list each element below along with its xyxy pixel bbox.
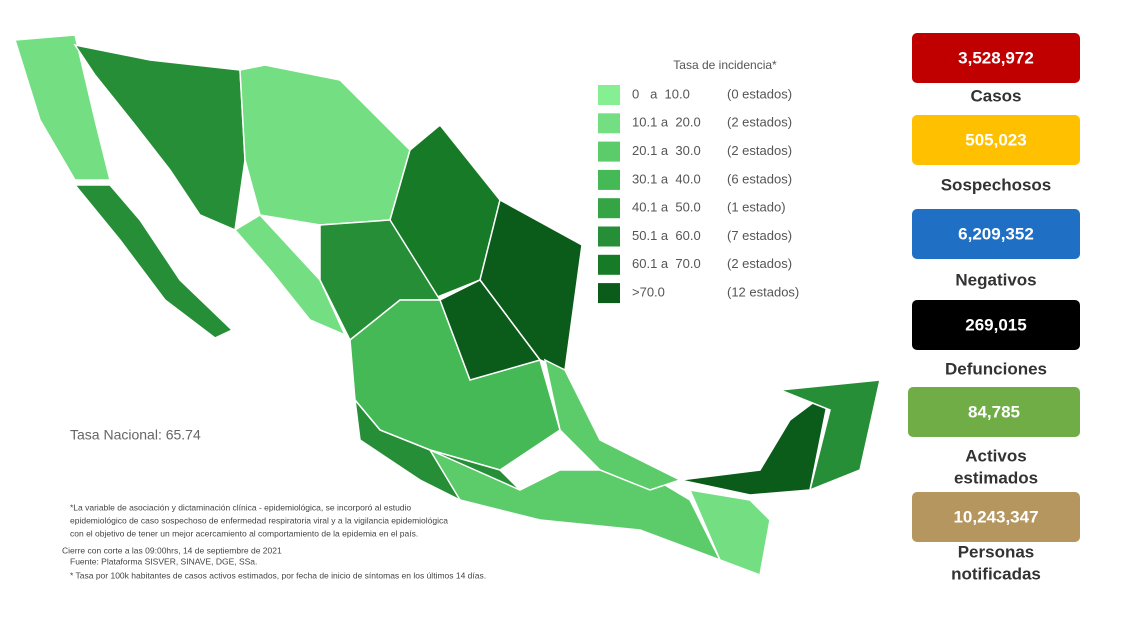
stat-box	[912, 33, 1080, 83]
state	[439, 279, 542, 381]
legend-swatch	[598, 169, 620, 190]
stats: 3,528,972 Casos 505,023 Sospechosos 6,209,35…	[908, 33, 1080, 583]
stat-value: 269,015	[965, 315, 1026, 334]
stat-label: Personas	[958, 542, 1035, 561]
legend-count: (0 estados)	[727, 86, 792, 101]
state	[688, 489, 771, 577]
stat-value: 505,023	[965, 130, 1026, 149]
stat-box	[912, 209, 1080, 259]
state	[233, 214, 347, 337]
legend-count: (12 estados)	[727, 285, 799, 300]
state	[543, 358, 682, 491]
state	[779, 379, 881, 492]
footnote: Cierre con corte a las 09:00hrs, 14 de s…	[62, 545, 282, 555]
legend-range: 0 a 10.0	[632, 86, 690, 101]
state	[14, 34, 111, 181]
footnote: *La variable de asociación y dictaminaci…	[70, 502, 411, 512]
legend-range: >70.0	[632, 285, 665, 300]
stat-box	[912, 492, 1080, 542]
legend-count: (1 estado)	[727, 200, 786, 215]
state	[73, 184, 234, 339]
stat-label: Sospechosos	[941, 175, 1052, 194]
legend-count: (2 estados)	[727, 115, 792, 130]
footnote: epidemiológico de caso sospechoso de enf…	[70, 515, 448, 525]
stat-value: 10,243,347	[953, 507, 1038, 526]
legend-swatch	[598, 198, 620, 219]
legend-range: 50.1 a 60.0	[632, 228, 701, 243]
footnote: Fuente: Plataforma SISVER, SINAVE, DGE, …	[70, 556, 257, 566]
legend-swatch	[598, 226, 620, 247]
legend-range: 10.1 a 20.0	[632, 115, 701, 130]
legend-swatch	[598, 283, 620, 304]
stat-label: Casos	[970, 86, 1021, 105]
state	[73, 43, 246, 232]
legend-swatch	[598, 254, 620, 275]
legend-count: (2 estados)	[727, 143, 792, 158]
legend-range: 20.1 a 30.0	[632, 143, 701, 158]
stat-label: notificadas	[951, 564, 1041, 583]
state	[679, 388, 832, 496]
stat-label: Activos	[965, 446, 1026, 465]
legend: 0 a 10.0 (0 estados) 10.1 a 20.0 (2 estados…	[598, 85, 799, 304]
legend-title: Tasa de incidencia*	[673, 58, 777, 72]
stat-value: 84,785	[968, 402, 1020, 421]
footnote: con el objetivo de tener un mejor acerca…	[70, 528, 418, 538]
legend-swatch	[598, 113, 620, 134]
stat-box	[908, 387, 1080, 437]
legend-swatch	[598, 141, 620, 162]
legend-range: 30.1 a 40.0	[632, 171, 701, 186]
stat-box	[912, 300, 1080, 350]
stat-value: 6,209,352	[958, 224, 1034, 243]
legend-count: (2 estados)	[727, 256, 792, 271]
stat-box	[912, 115, 1080, 165]
stat-value: 3,528,972	[958, 48, 1034, 67]
mexico-map	[14, 34, 881, 577]
stat-label: estimados	[954, 468, 1038, 487]
legend-range: 60.1 a 70.0	[632, 256, 701, 271]
legend-count: (6 estados)	[727, 171, 792, 186]
legend-count: (7 estados)	[727, 228, 792, 243]
notes: *La variable de asociación y dictaminaci…	[62, 502, 486, 580]
footnote: * Tasa por 100k habitantes de casos acti…	[70, 570, 486, 580]
legend-range: 40.1 a 50.0	[632, 200, 701, 215]
stat-label: Defunciones	[945, 359, 1047, 378]
stat-label: Negativos	[955, 270, 1036, 289]
legend-swatch	[598, 85, 620, 105]
state	[239, 64, 411, 226]
national-rate: Tasa Nacional: 65.74	[70, 427, 201, 443]
